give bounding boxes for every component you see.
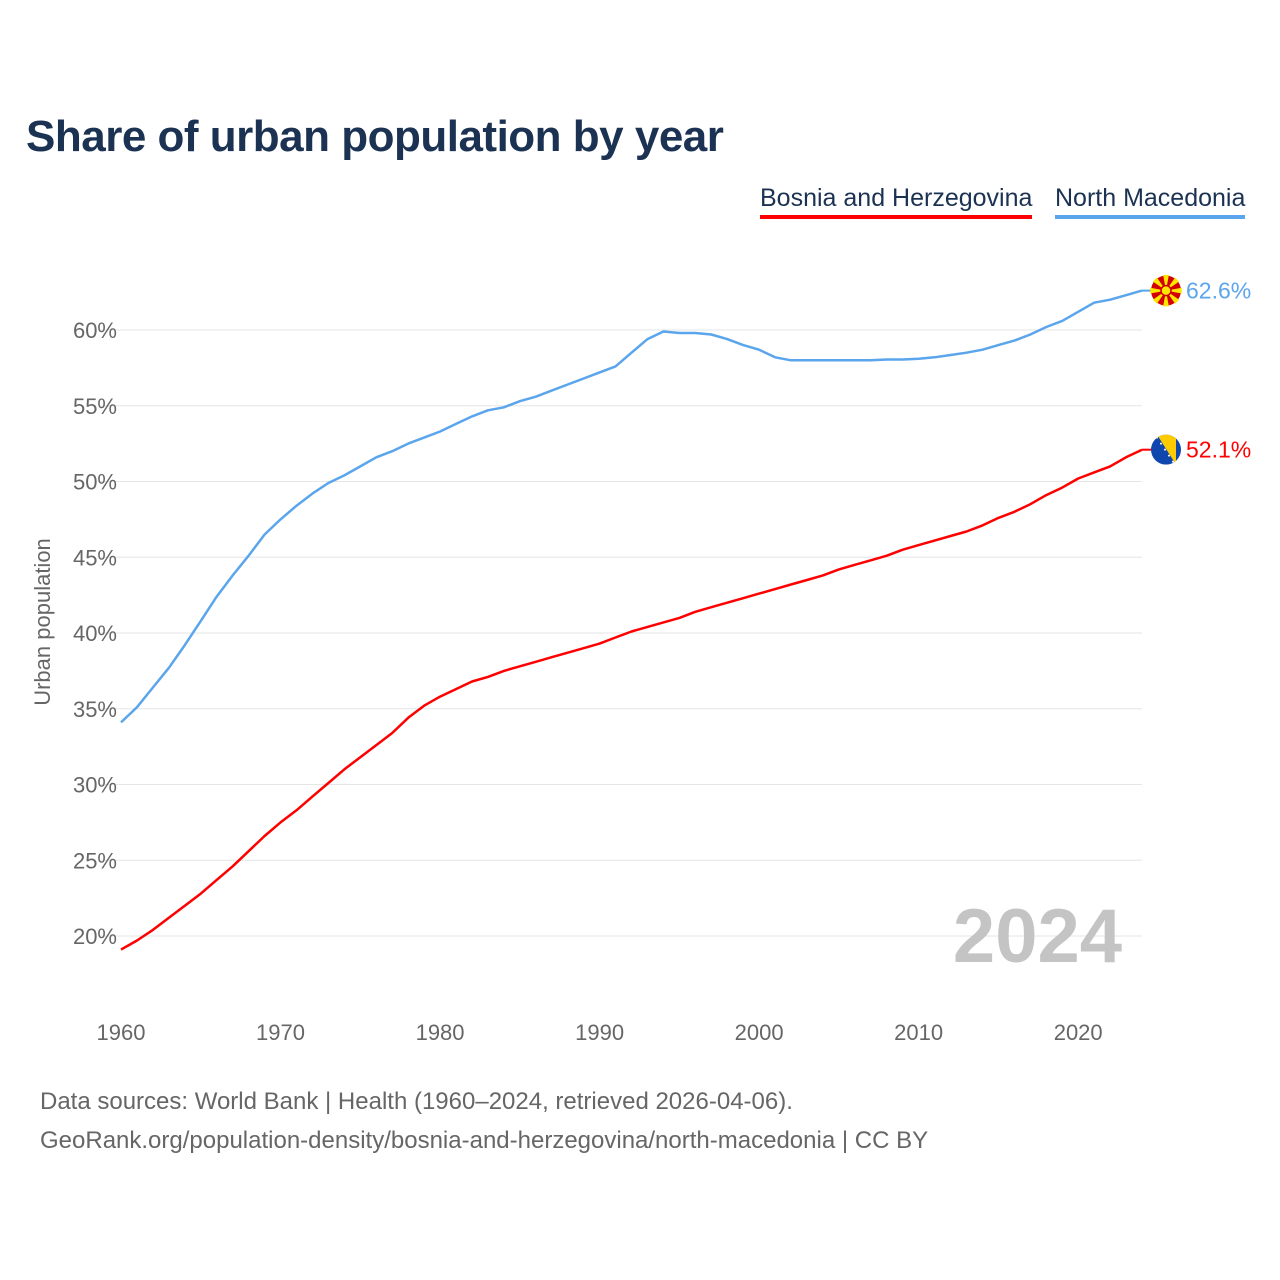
- x-tick-label: 1960: [97, 1020, 146, 1045]
- end-value-label: 52.1%: [1186, 437, 1251, 463]
- y-tick-label: 40%: [73, 621, 117, 646]
- series-line-bosnia[interactable]: [120, 448, 1143, 951]
- y-tick-label: 30%: [73, 773, 117, 798]
- year-watermark: 2024: [953, 894, 1122, 979]
- bosnia-flag-icon: [1151, 434, 1181, 465]
- x-tick-label: 1980: [416, 1020, 465, 1045]
- y-tick-label: 25%: [73, 848, 117, 873]
- y-tick-label: 45%: [73, 545, 117, 570]
- legend-item-north-macedonia[interactable]: North Macedonia: [1055, 184, 1246, 219]
- x-tick-label: 1970: [256, 1020, 305, 1045]
- x-tick-label: 1990: [575, 1020, 624, 1045]
- footer-url[interactable]: GeoRank.org/population-density/bosnia-an…: [40, 1127, 929, 1154]
- x-tick-label: 2010: [894, 1020, 943, 1045]
- y-tick-label: 55%: [73, 394, 117, 419]
- legend-item-bosnia[interactable]: Bosnia and Herzegovina: [760, 184, 1033, 219]
- north-macedonia-flag-icon: [1150, 274, 1182, 307]
- series-line-north-macedonia[interactable]: [120, 289, 1143, 724]
- end-value-label: 62.6%: [1186, 278, 1251, 304]
- y-tick-label: 60%: [73, 318, 117, 343]
- x-tick-label: 2020: [1054, 1020, 1103, 1045]
- y-tick-label: 20%: [73, 924, 117, 949]
- footer-source: Data sources: World Bank | Health (1960–…: [40, 1088, 793, 1115]
- x-tick-label: 2000: [735, 1020, 784, 1045]
- y-tick-label: 35%: [73, 697, 117, 722]
- y-axis-label: Urban population: [30, 538, 55, 706]
- chart-title: Share of urban population by year: [26, 112, 724, 161]
- y-tick-label: 50%: [73, 470, 117, 495]
